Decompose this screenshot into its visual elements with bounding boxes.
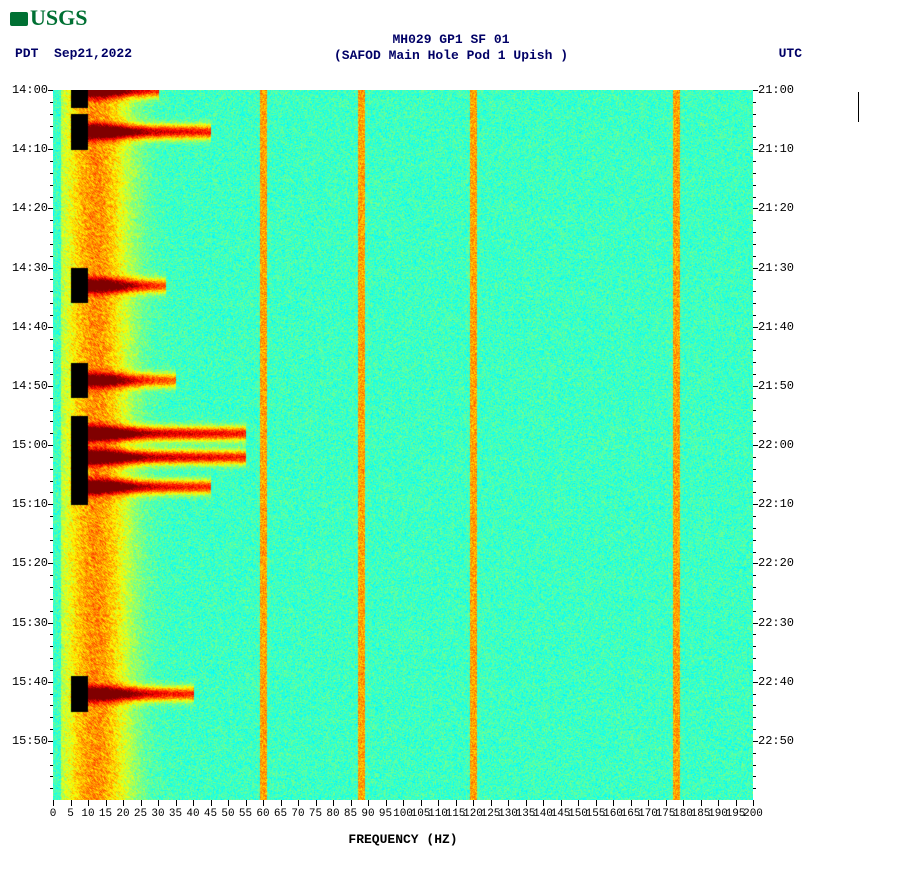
xtick: 50 bbox=[221, 808, 234, 820]
xtick: 80 bbox=[326, 808, 339, 820]
colorbar-stub bbox=[858, 92, 859, 122]
ytick-right: 21:00 bbox=[758, 83, 794, 97]
xtick: 35 bbox=[169, 808, 182, 820]
ytick-left: 14:40 bbox=[12, 320, 48, 334]
xtick: 85 bbox=[344, 808, 357, 820]
ytick-left: 15:10 bbox=[12, 497, 48, 511]
xtick: 0 bbox=[50, 808, 57, 820]
ytick-right: 22:20 bbox=[758, 556, 794, 570]
chart-header: MH029 GP1 SF 01 (SAFOD Main Hole Pod 1 U… bbox=[0, 32, 902, 63]
timezone-right: UTC bbox=[779, 46, 802, 61]
logo-text: USGS bbox=[30, 5, 87, 30]
ytick-left: 14:00 bbox=[12, 83, 48, 97]
ytick-right: 22:30 bbox=[758, 616, 794, 630]
ytick-right: 21:40 bbox=[758, 320, 794, 334]
ytick-right: 22:50 bbox=[758, 734, 794, 748]
xtick: 65 bbox=[274, 808, 287, 820]
xtick: 10 bbox=[81, 808, 94, 820]
tz-left-label: PDT bbox=[15, 46, 38, 61]
xtick: 25 bbox=[134, 808, 147, 820]
ytick-right: 21:10 bbox=[758, 142, 794, 156]
ytick-right: 21:50 bbox=[758, 379, 794, 393]
xtick: 5 bbox=[67, 808, 74, 820]
xtick: 95 bbox=[379, 808, 392, 820]
ytick-right: 22:40 bbox=[758, 675, 794, 689]
timezone-left: PDT Sep21,2022 bbox=[15, 46, 132, 61]
xtick: 75 bbox=[309, 808, 322, 820]
ytick-left: 15:50 bbox=[12, 734, 48, 748]
y-axis-right: 21:0021:1021:2021:3021:4021:5022:0022:10… bbox=[753, 90, 823, 800]
ytick-left: 14:20 bbox=[12, 201, 48, 215]
usgs-logo: USGS bbox=[10, 5, 87, 31]
xtick: 45 bbox=[204, 808, 217, 820]
xtick: 40 bbox=[186, 808, 199, 820]
ytick-right: 21:20 bbox=[758, 201, 794, 215]
xtick: 55 bbox=[239, 808, 252, 820]
ytick-right: 22:10 bbox=[758, 497, 794, 511]
y-axis-left: 14:0014:1014:2014:3014:4014:5015:0015:10… bbox=[0, 90, 53, 800]
xtick: 90 bbox=[361, 808, 374, 820]
xtick: 20 bbox=[116, 808, 129, 820]
ytick-right: 22:00 bbox=[758, 438, 794, 452]
ytick-left: 15:30 bbox=[12, 616, 48, 630]
tz-right-label: UTC bbox=[779, 46, 802, 61]
ytick-right: 21:30 bbox=[758, 261, 794, 275]
ytick-left: 14:50 bbox=[12, 379, 48, 393]
xtick: 30 bbox=[151, 808, 164, 820]
ytick-left: 14:30 bbox=[12, 261, 48, 275]
station-desc: (SAFOD Main Hole Pod 1 Upish ) bbox=[0, 48, 902, 64]
ytick-left: 15:00 bbox=[12, 438, 48, 452]
station-id: MH029 GP1 SF 01 bbox=[0, 32, 902, 48]
spectrogram-plot bbox=[53, 90, 753, 800]
xtick: 70 bbox=[291, 808, 304, 820]
tz-left-date: Sep21,2022 bbox=[54, 46, 132, 61]
xtick: 60 bbox=[256, 808, 269, 820]
xtick: 15 bbox=[99, 808, 112, 820]
x-axis-label: FREQUENCY (HZ) bbox=[53, 832, 753, 847]
ytick-left: 15:40 bbox=[12, 675, 48, 689]
spectrogram-canvas bbox=[53, 90, 753, 800]
ytick-left: 14:10 bbox=[12, 142, 48, 156]
ytick-left: 15:20 bbox=[12, 556, 48, 570]
xtick: 200 bbox=[743, 808, 763, 820]
